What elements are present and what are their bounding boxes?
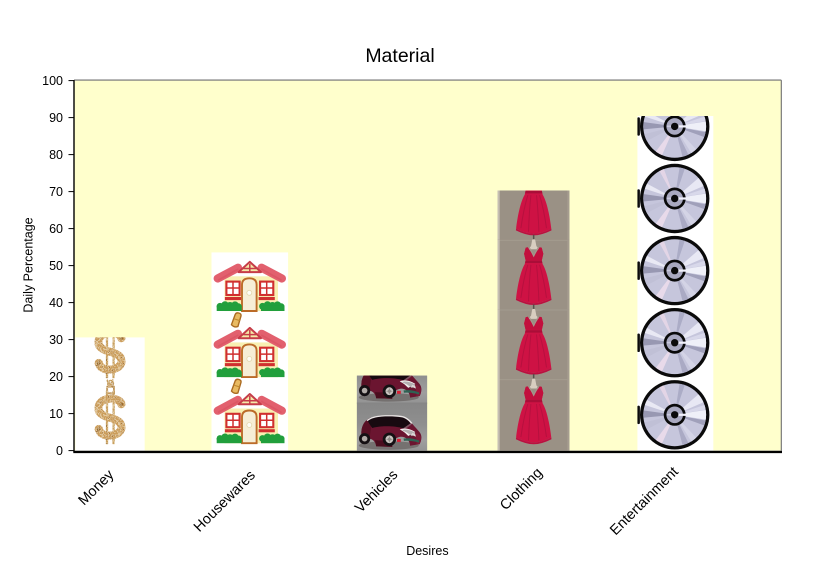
svg-text:Housewares: Housewares — [191, 468, 259, 536]
svg-text:50: 50 — [49, 259, 63, 273]
svg-text:10: 10 — [49, 407, 63, 421]
svg-text:Desires: Desires — [406, 544, 448, 558]
svg-text:30: 30 — [49, 333, 63, 347]
svg-text:70: 70 — [49, 185, 63, 199]
svg-text:0: 0 — [56, 444, 63, 458]
svg-text:100: 100 — [42, 74, 63, 88]
svg-text:90: 90 — [49, 111, 63, 125]
svg-text:Vehicles: Vehicles — [352, 467, 401, 516]
svg-text:Entertainment: Entertainment — [607, 464, 682, 539]
svg-text:Daily Percentage: Daily Percentage — [22, 217, 36, 312]
svg-text:60: 60 — [49, 222, 63, 236]
svg-text:Clothing: Clothing — [497, 465, 546, 514]
svg-text:40: 40 — [49, 296, 63, 310]
svg-text:80: 80 — [49, 148, 63, 162]
svg-text:20: 20 — [49, 370, 63, 384]
svg-text:Material: Material — [365, 45, 434, 67]
svg-text:Money: Money — [75, 466, 117, 508]
